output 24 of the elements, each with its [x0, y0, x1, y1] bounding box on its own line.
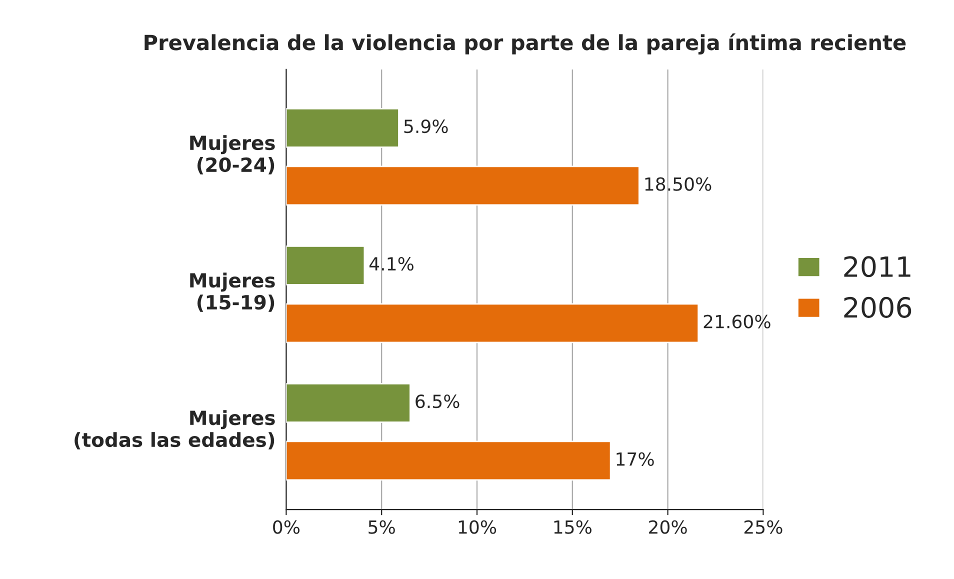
- chart-title: Prevalencia de la violencia por parte de la pareja íntima reciente: [144, 33, 906, 55]
- x-tick-label: 15%: [554, 520, 592, 534]
- legend-label: 2011: [844, 256, 910, 278]
- y-tick-label: Mujeres (todas las edades): [74, 410, 275, 450]
- bar: [286, 245, 366, 286]
- data-label: 17%: [616, 452, 654, 466]
- legend-label: 2006: [844, 296, 912, 318]
- data-label: 6.5%: [416, 394, 460, 408]
- x-tick-label: 20%: [649, 520, 687, 534]
- data-label: 18.50%: [645, 177, 712, 191]
- data-label: 4.1%: [369, 257, 414, 271]
- x-tick-label: 10%: [458, 520, 496, 534]
- y-tick-label: Mujeres (20-24): [190, 135, 275, 174]
- bar: [286, 303, 700, 344]
- x-tick-label: 0%: [273, 520, 300, 534]
- data-label: 5.9%: [404, 120, 448, 134]
- bar: [286, 108, 400, 148]
- y-tick-label: Mujeres (15-19): [190, 272, 275, 312]
- x-tick-label: 5%: [368, 520, 395, 534]
- bar: [286, 166, 640, 206]
- bar: [286, 383, 411, 423]
- x-tick-label: 25%: [744, 520, 782, 534]
- bar: [286, 440, 612, 481]
- data-label: 21.60%: [704, 314, 770, 328]
